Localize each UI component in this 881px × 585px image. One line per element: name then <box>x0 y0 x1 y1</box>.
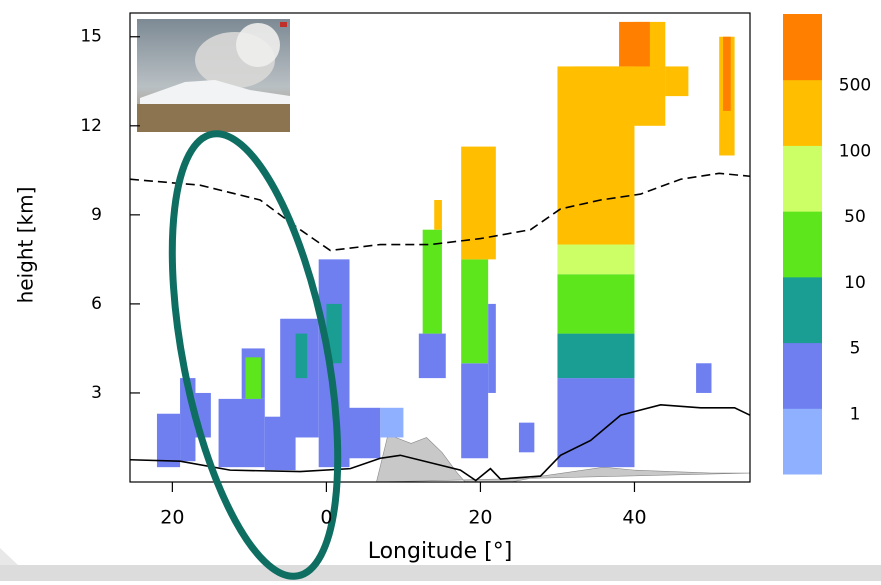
colorbar-label: 50 <box>844 207 866 227</box>
highlight-ellipse <box>168 130 342 580</box>
concentration-cell <box>422 229 442 334</box>
concentration-cell <box>461 363 489 459</box>
concentration-cell <box>156 413 181 468</box>
colorbar-segment <box>783 79 822 146</box>
concentration-cell <box>461 146 496 260</box>
concentration-cell <box>723 36 731 111</box>
y-tick-label: 3 <box>91 383 102 403</box>
colorbar-label: 500 <box>839 76 871 96</box>
colorbar-segment <box>783 276 822 344</box>
corner-shape <box>0 548 18 565</box>
colorbar-segment <box>783 408 822 475</box>
concentration-cell <box>418 333 446 379</box>
plot-frame <box>129 12 751 483</box>
surface-line <box>129 404 751 482</box>
x-tick-label: 20 <box>160 507 184 529</box>
colorbar-segment <box>783 14 822 81</box>
concentration-cell <box>461 259 489 364</box>
concentration-cell <box>557 244 635 275</box>
concentration-cell <box>380 407 404 438</box>
concentration-cell <box>488 303 496 393</box>
concentration-cell <box>349 407 381 459</box>
colorbar-label: 100 <box>839 141 871 161</box>
colorbar-label: 5 <box>850 339 861 359</box>
inset-photo <box>137 19 290 132</box>
colorbar-segment <box>783 211 822 278</box>
concentration-cell <box>557 378 635 468</box>
colorbar-label: 1 <box>850 404 861 424</box>
concentration-cell <box>518 422 535 453</box>
y-tick-label: 6 <box>91 294 102 314</box>
y-axis-label: height [km] <box>14 187 38 304</box>
y-tick-label: 12 <box>80 116 102 136</box>
y-tick-label: 15 <box>80 27 102 47</box>
concentration-cell <box>696 363 712 393</box>
colorbar-label: 10 <box>844 273 866 293</box>
x-tick-label: 20 <box>468 507 492 529</box>
x-tick-label: 40 <box>622 507 646 529</box>
x-axis-label: Longitude [°] <box>368 539 513 564</box>
bottom-strip <box>0 565 881 581</box>
colorbar-segment <box>783 145 822 212</box>
tropopause-line <box>129 172 751 252</box>
concentration-cell <box>619 21 650 67</box>
x-tick-label: 0 <box>320 507 332 529</box>
concentration-cell <box>218 398 265 468</box>
concentration-cell <box>557 333 635 379</box>
y-tick-label: 9 <box>91 205 102 225</box>
concentration-cell <box>295 333 308 379</box>
concentration-cell <box>665 66 689 97</box>
concentration-cell <box>434 200 442 230</box>
concentration-cell <box>245 357 261 399</box>
colorbar-segment <box>783 342 822 409</box>
plot-area <box>129 21 751 483</box>
concentration-cell <box>557 274 635 334</box>
